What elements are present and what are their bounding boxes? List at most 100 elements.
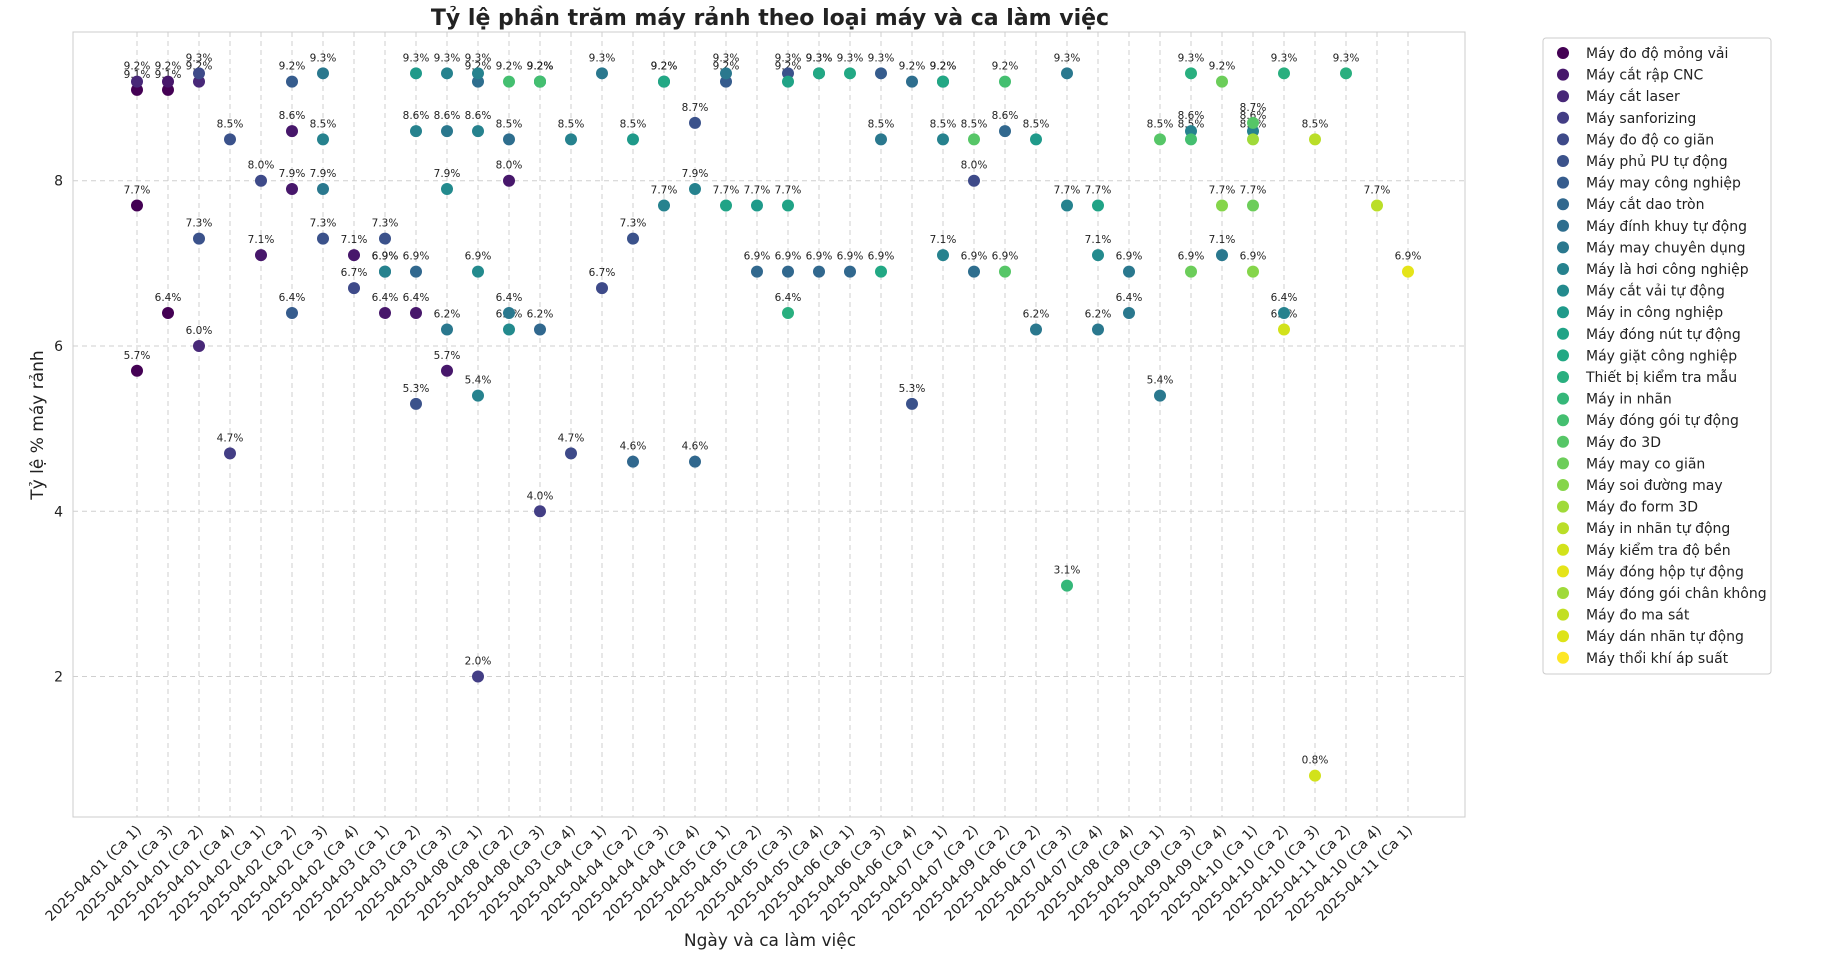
legend-marker [1557, 241, 1569, 254]
data-point [1216, 249, 1228, 262]
data-label: 9.1% [124, 69, 151, 81]
data-label: 8.5% [1147, 118, 1174, 130]
data-label: 6.4% [155, 292, 182, 304]
data-point [472, 75, 484, 88]
data-point [162, 306, 174, 319]
data-label: 9.2% [992, 61, 1019, 73]
data-point [534, 75, 546, 88]
data-label: 9.2% [651, 61, 678, 73]
data-label: 5.4% [465, 375, 492, 387]
data-point [1061, 67, 1073, 80]
data-point [1247, 265, 1259, 278]
legend-label: Máy in nhãn tự động [1586, 521, 1730, 537]
data-point [1247, 133, 1259, 146]
data-label: 7.3% [372, 218, 399, 230]
data-label: 4.6% [620, 441, 647, 453]
y-axis-title: Tỷ lệ % máy rảnh [28, 350, 48, 500]
data-label: 8.5% [961, 118, 988, 130]
data-label: 6.4% [496, 292, 523, 304]
data-point [937, 249, 949, 262]
data-label: 4.7% [558, 432, 585, 444]
data-point [1092, 323, 1104, 336]
grid-layer [73, 32, 1465, 817]
data-point [1185, 265, 1197, 278]
data-point [937, 133, 949, 146]
data-point [193, 232, 205, 245]
data-label: 8.6% [279, 110, 306, 122]
data-label: 9.2% [930, 61, 957, 73]
data-label: 7.9% [279, 168, 306, 180]
data-label: 6.9% [1116, 251, 1143, 263]
data-point [1123, 306, 1135, 319]
data-point [875, 67, 887, 80]
data-label: 8.6% [465, 110, 492, 122]
data-label: 8.5% [558, 118, 585, 130]
legend-marker [1557, 522, 1569, 535]
data-point [658, 75, 670, 88]
data-point [875, 133, 887, 146]
data-label: 8.6% [1178, 110, 1205, 122]
data-label: 6.9% [806, 251, 833, 263]
data-label: 8.5% [930, 118, 957, 130]
data-point [410, 306, 422, 319]
data-label: 9.2% [279, 61, 306, 73]
data-label: 7.9% [682, 168, 709, 180]
data-point [348, 282, 360, 295]
data-label: 2.0% [465, 656, 492, 668]
legend-label: Máy cắt dao tròn [1586, 196, 1704, 213]
data-label: 9.3% [434, 52, 461, 64]
data-point [1247, 199, 1259, 212]
legend-label: Máy cắt vải tự động [1586, 283, 1725, 300]
data-point [317, 133, 329, 146]
data-point [999, 125, 1011, 138]
data-label: 9.2% [527, 61, 554, 73]
data-point [1154, 389, 1166, 402]
data-label: 8.0% [248, 160, 275, 172]
data-label: 6.7% [589, 267, 616, 279]
data-point [441, 364, 453, 377]
data-point [1309, 133, 1321, 146]
data-point [782, 306, 794, 319]
data-point [782, 67, 794, 80]
data-label: 6.9% [775, 251, 802, 263]
y-tick-label: 4 [54, 504, 63, 520]
data-point [1030, 323, 1042, 336]
legend-label: Máy đính khuy tự động [1586, 219, 1747, 235]
data-point [627, 455, 639, 468]
data-label: 6.9% [372, 251, 399, 263]
legend-label: Máy phủ PU tự động [1586, 154, 1728, 170]
data-label: 8.5% [620, 118, 647, 130]
data-point [472, 389, 484, 402]
legend-marker [1557, 68, 1569, 81]
legend-entries: Máy đo độ mỏng vải Máy cắt rập CNC Máy cắt… [1557, 46, 1767, 667]
data-point [689, 455, 701, 468]
data-point [1247, 116, 1259, 129]
data-point [193, 340, 205, 352]
data-point [1154, 133, 1166, 146]
legend-label: Máy may công nghiệp [1586, 176, 1741, 192]
legend-marker [1557, 565, 1569, 578]
data-label: 9.3% [713, 52, 740, 64]
data-label: 9.3% [837, 52, 864, 64]
legend-label: Thiết bị kiểm tra mẫu [1585, 369, 1737, 386]
data-point [441, 183, 453, 195]
data-label: 6.9% [403, 251, 430, 263]
data-point [317, 232, 329, 245]
data-label: 9.2% [465, 61, 492, 73]
legend-marker [1557, 651, 1569, 664]
legend-label: Máy đóng hộp tự động [1586, 564, 1744, 580]
legend-marker [1557, 306, 1569, 319]
data-point [720, 199, 732, 212]
data-point [379, 232, 391, 245]
data-label-layer: 9.1% 7.7% 5.7% 9.1% 6.4% 9.2% 7.1% 8.6% 7.9% 7.1%… [124, 52, 1422, 766]
data-label: 9.3% [589, 52, 616, 64]
legend-label: Máy dán nhãn tự động [1586, 629, 1744, 645]
x-axis-title: Ngày và ca làm việc [684, 931, 856, 951]
data-label: 6.9% [1178, 251, 1205, 263]
data-label: 6.4% [279, 292, 306, 304]
data-label: 8.5% [217, 118, 244, 130]
legend-marker [1557, 111, 1569, 124]
legend-label: Máy cắt laser [1586, 88, 1680, 105]
data-label: 6.9% [961, 251, 988, 263]
